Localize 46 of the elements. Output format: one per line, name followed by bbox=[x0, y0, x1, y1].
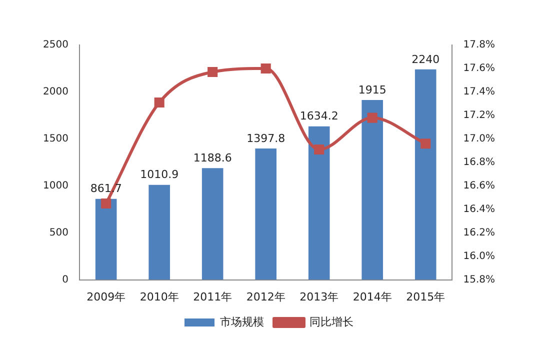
y2-tick-label: 17.6% bbox=[463, 63, 496, 74]
data-label: 1915 bbox=[358, 83, 386, 96]
bar bbox=[148, 184, 170, 280]
y2-tick-label: 17.8% bbox=[463, 40, 496, 51]
data-label: 1188.6 bbox=[193, 152, 232, 165]
y2-tick-label: 17.2% bbox=[463, 110, 496, 122]
y2-tick-label: 17.4% bbox=[463, 86, 496, 98]
point bbox=[314, 144, 324, 155]
legend-label: 同比增长 bbox=[310, 315, 354, 328]
x-tick-label: 2011年 bbox=[193, 290, 232, 304]
y-tick-label: 0 bbox=[62, 274, 68, 286]
point bbox=[367, 112, 378, 123]
y2-tick-label: 16.2% bbox=[463, 227, 496, 238]
y2-tick-label: 16.8% bbox=[463, 156, 496, 168]
point bbox=[208, 66, 218, 78]
y-tick-label: 500 bbox=[49, 227, 68, 238]
data-label: 1010.9 bbox=[140, 168, 179, 182]
bar bbox=[255, 148, 276, 280]
x-tick-label: 2009年 bbox=[86, 290, 126, 304]
bar bbox=[414, 69, 436, 280]
x-tick-label: 2015年 bbox=[406, 290, 446, 304]
y-tick-label: 2000 bbox=[42, 86, 68, 98]
data-label: 1634.2 bbox=[300, 110, 338, 123]
legend-label: 市场规模 bbox=[220, 315, 264, 328]
data-label: 2240 bbox=[412, 52, 440, 66]
point bbox=[260, 63, 271, 74]
data-label: 1397.8 bbox=[246, 132, 286, 145]
y-tick-label: 2500 bbox=[42, 40, 68, 51]
x-tick-label: 2013年 bbox=[300, 290, 339, 304]
y2-tick-label: 16.6% bbox=[463, 180, 496, 192]
x-tick-label: 2012年 bbox=[246, 290, 286, 304]
y2-tick-label: 16.0% bbox=[463, 250, 496, 262]
bar bbox=[95, 198, 117, 280]
y-tick-label: 1000 bbox=[42, 180, 68, 192]
point bbox=[154, 97, 164, 108]
y-tick-label: 1500 bbox=[42, 134, 68, 145]
point bbox=[101, 198, 112, 209]
x-tick-label: 2014年 bbox=[352, 290, 392, 304]
y2-tick-label: 16.4% bbox=[463, 204, 496, 215]
bar bbox=[308, 126, 330, 280]
y2-tick-label: 15.8% bbox=[463, 274, 496, 286]
x-tick-label: 2010年 bbox=[140, 290, 179, 304]
bar bbox=[362, 100, 383, 280]
y2-tick-label: 17.0% bbox=[463, 134, 496, 145]
point bbox=[420, 138, 431, 149]
bar bbox=[202, 168, 224, 280]
